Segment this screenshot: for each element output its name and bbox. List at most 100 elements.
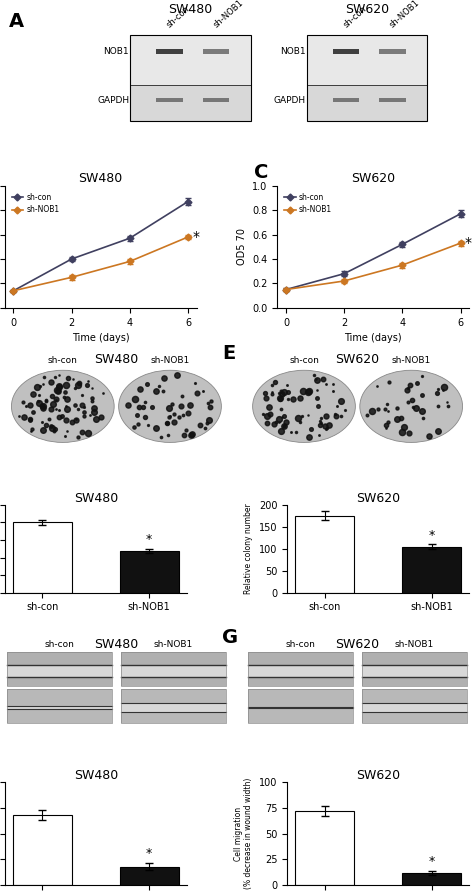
Bar	[362, 653, 467, 686]
Bar	[307, 85, 428, 122]
Text: sh-con: sh-con	[45, 640, 74, 649]
Ellipse shape	[253, 370, 356, 443]
Bar	[121, 653, 226, 665]
Y-axis label: Cell migration
(% decrease in wound width): Cell migration (% decrease in wound widt…	[234, 778, 254, 890]
Bar	[295, 811, 354, 885]
Text: *: *	[428, 528, 435, 542]
Legend: sh-con, sh-NOB1: sh-con, sh-NOB1	[9, 190, 62, 217]
Bar	[7, 688, 112, 723]
Text: C: C	[254, 163, 268, 182]
Text: E: E	[222, 343, 236, 363]
Text: sh-NOB1: sh-NOB1	[154, 640, 193, 649]
Text: *: *	[192, 230, 200, 244]
Text: sh-NOB1: sh-NOB1	[388, 0, 421, 30]
Bar	[121, 688, 226, 723]
Text: A: A	[9, 13, 25, 31]
Text: NOB1: NOB1	[280, 47, 306, 56]
Text: G: G	[222, 628, 238, 647]
Bar	[379, 98, 406, 102]
Bar	[130, 35, 251, 85]
Bar	[362, 677, 467, 686]
Legend: sh-con, sh-NOB1: sh-con, sh-NOB1	[281, 190, 335, 217]
Bar	[362, 688, 467, 703]
Bar	[7, 653, 112, 665]
Text: *: *	[465, 236, 472, 250]
X-axis label: Time (days): Time (days)	[72, 333, 129, 343]
Bar	[362, 703, 467, 713]
Text: sh-con: sh-con	[48, 356, 78, 365]
Bar	[379, 49, 406, 55]
Title: SW480: SW480	[73, 492, 118, 505]
Text: sh-NOB1: sh-NOB1	[392, 356, 431, 365]
Text: SW620: SW620	[345, 3, 389, 16]
Bar	[362, 665, 467, 677]
Ellipse shape	[11, 370, 114, 443]
Title: SW620: SW620	[356, 492, 400, 505]
Text: sh-con: sh-con	[341, 4, 368, 30]
Bar	[402, 546, 461, 593]
Bar	[7, 706, 112, 709]
Title: SW480: SW480	[79, 172, 123, 184]
Text: sh-NOB1: sh-NOB1	[211, 0, 245, 30]
Text: GAPDH: GAPDH	[273, 96, 306, 105]
Bar	[248, 688, 353, 709]
Text: sh-con: sh-con	[289, 356, 319, 365]
Y-axis label: OD5 70: OD5 70	[237, 228, 246, 266]
Bar	[248, 688, 353, 723]
Title: SW480: SW480	[73, 769, 118, 782]
Text: *: *	[146, 848, 152, 860]
Bar	[121, 712, 226, 723]
Bar	[307, 35, 428, 122]
Bar	[362, 713, 467, 723]
Bar	[203, 98, 229, 102]
Bar	[248, 653, 353, 665]
Bar	[121, 688, 226, 704]
X-axis label: Time (days): Time (days)	[345, 333, 402, 343]
Text: sh-con: sh-con	[286, 640, 316, 649]
Bar	[7, 665, 112, 677]
Title: SW620: SW620	[356, 769, 400, 782]
Bar	[307, 35, 428, 85]
Bar	[362, 688, 467, 723]
Bar	[248, 706, 353, 708]
Text: *: *	[146, 534, 152, 546]
Bar	[7, 709, 112, 723]
Bar	[121, 677, 226, 686]
Bar	[333, 98, 359, 102]
Text: SW480: SW480	[168, 3, 213, 16]
Bar	[156, 98, 183, 102]
Bar	[248, 665, 353, 677]
Bar	[121, 703, 226, 712]
Y-axis label: Relative colony number: Relative colony number	[244, 503, 253, 595]
Bar	[203, 49, 229, 55]
Bar	[121, 665, 226, 677]
Bar	[120, 552, 179, 593]
Bar	[13, 522, 72, 593]
Title: SW620: SW620	[351, 172, 395, 184]
Bar	[362, 653, 467, 665]
Ellipse shape	[360, 370, 463, 443]
Bar	[156, 49, 183, 55]
Bar	[120, 866, 179, 885]
Title: SW620: SW620	[336, 638, 380, 651]
Bar	[248, 677, 353, 686]
Bar	[248, 653, 353, 686]
Text: GAPDH: GAPDH	[97, 96, 129, 105]
Bar	[7, 688, 112, 708]
Text: sh-NOB1: sh-NOB1	[150, 356, 190, 365]
Ellipse shape	[118, 370, 221, 443]
Bar	[13, 815, 72, 885]
Bar	[121, 653, 226, 686]
Text: sh-con: sh-con	[165, 4, 192, 30]
Bar	[130, 85, 251, 122]
Bar	[295, 516, 354, 593]
Bar	[7, 653, 112, 686]
Bar	[333, 49, 359, 55]
Bar	[130, 35, 251, 122]
Bar	[248, 708, 353, 723]
Bar	[7, 677, 112, 686]
Text: NOB1: NOB1	[104, 47, 129, 56]
Bar	[402, 873, 461, 885]
Title: SW480: SW480	[94, 638, 138, 651]
Text: sh-NOB1: sh-NOB1	[395, 640, 434, 649]
